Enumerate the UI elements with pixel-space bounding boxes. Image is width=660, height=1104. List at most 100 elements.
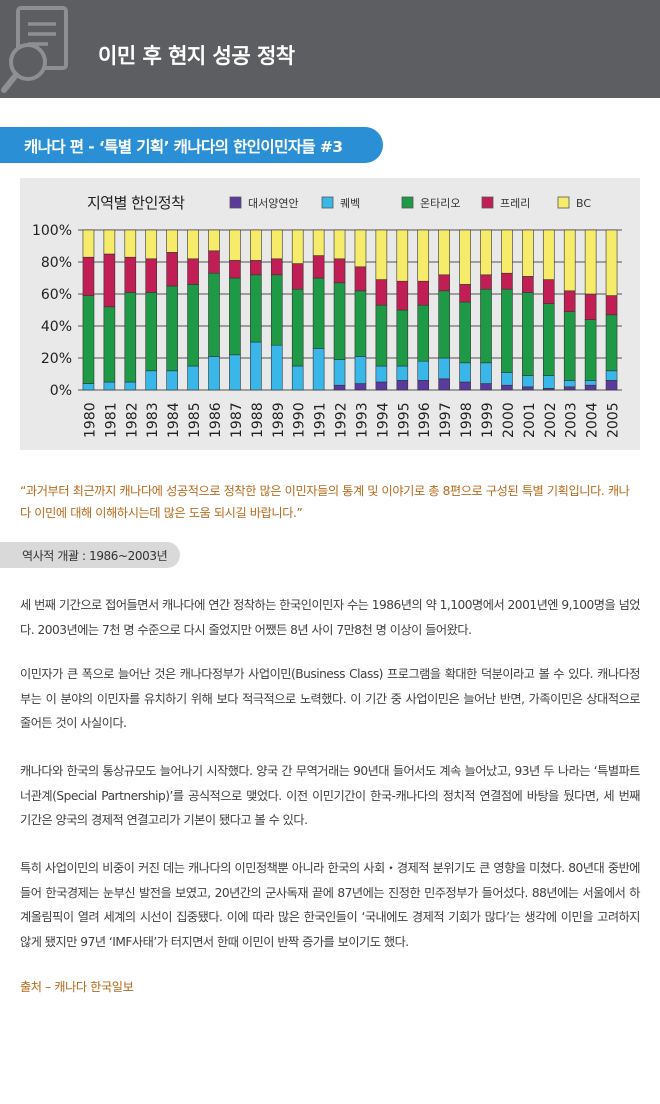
bar-segment [522, 386, 534, 391]
bar-segment [480, 362, 492, 384]
legend-swatch [321, 196, 334, 209]
stacked-bar-chart: 지역별 한인정착 대서양연안 퀘벡 온타리오 프레리 BC 0% 20% 40% 60% 80%… [32, 194, 622, 438]
bar-segment [82, 295, 95, 384]
x-tick-label: 1980 [82, 402, 98, 438]
bar-segment [501, 229, 513, 274]
bar-segment [522, 276, 534, 293]
x-tick-label: 1994 [375, 402, 391, 438]
y-axis: 0% 20% 40% 60% 80% 100% [32, 223, 72, 399]
bar-segment [312, 277, 325, 349]
bar-segment [187, 229, 199, 260]
bar-segment [584, 380, 597, 386]
bar-segment [480, 383, 492, 391]
x-tick-label: 1988 [250, 402, 266, 438]
bar-segment [375, 381, 388, 391]
bar-segment [333, 229, 346, 260]
bar-segment [270, 274, 283, 346]
x-axis: 1980 1981 1982 1983 1984 1985 1986 1987 1988 1989… [82, 402, 621, 438]
bar-segment [522, 375, 534, 388]
bar-segment [480, 288, 492, 364]
bar-segment [605, 380, 618, 391]
y-tick-label: 60% [41, 287, 72, 303]
banner-title: 캐나다 편 - ‘특별 기획’ 캐나다의 한인이민자들 #3 [24, 138, 343, 156]
y-tick-label: 80% [41, 255, 72, 271]
bar-segment [438, 229, 450, 276]
bar-segment [82, 256, 95, 296]
bar-segment [187, 365, 199, 391]
bar-segment [584, 384, 597, 391]
bar-segment [312, 229, 325, 256]
legend-label: 프레리 [500, 197, 530, 210]
bar-segment [354, 229, 367, 268]
bar-segment [333, 258, 346, 284]
x-tick-label: 1986 [208, 402, 224, 438]
legend-label: 퀘벡 [340, 197, 360, 210]
bar-segment [229, 260, 241, 279]
bar-segment [145, 370, 158, 391]
bar-segment [229, 229, 241, 261]
legend-swatch [401, 196, 414, 209]
bar-segment [354, 356, 367, 384]
bar-segment [82, 229, 95, 258]
bar-segment [501, 372, 513, 386]
bar-segment [605, 314, 618, 372]
x-tick-label: 1993 [354, 402, 370, 438]
y-tick-label: 0% [50, 383, 72, 399]
bar-segment [250, 229, 262, 261]
bar-segment [312, 255, 325, 279]
x-tick-label: 2003 [564, 402, 580, 438]
x-tick-label: 1982 [124, 402, 140, 438]
bar-segment [480, 274, 492, 290]
bar-segment [396, 309, 409, 367]
body-paragraph-2: 이민자가 큰 폭으로 늘어난 것은 캐나다정부가 사업이민(Business C… [20, 667, 641, 730]
x-tick-label: 1995 [396, 402, 412, 438]
bar-segment [396, 280, 409, 311]
bar-segment [124, 292, 137, 383]
bar-segment [563, 229, 576, 292]
x-tick-label: 1999 [480, 402, 496, 438]
body-paragraph-4: 특히 사업이민의 비중이 커진 데는 캐나다의 이민정책뿐 아니라 한국의 사회… [20, 861, 641, 949]
bar-segment [501, 384, 513, 391]
bar-segment [375, 365, 388, 383]
x-tick-label: 2001 [522, 402, 538, 438]
bar-segment [312, 348, 325, 391]
x-tick-label: 1992 [334, 402, 350, 438]
bar-segment [166, 285, 178, 372]
bar-segment [459, 301, 471, 364]
bar-segment [563, 290, 576, 312]
bar-segment [563, 380, 576, 388]
bar-segment [250, 274, 262, 343]
bar-segment [501, 288, 513, 373]
bar-segment [459, 381, 471, 391]
bar-segment [417, 280, 430, 306]
bar-segment [354, 266, 367, 292]
bar-segment [396, 365, 409, 381]
bar-segment [291, 229, 304, 264]
bar-segment [396, 380, 409, 391]
bar-segment [354, 383, 367, 391]
bar-segment [166, 252, 178, 287]
bar-segment [103, 306, 116, 383]
bar-segment [584, 319, 597, 381]
x-tick-label: 2000 [501, 402, 517, 438]
bar-segment [542, 279, 555, 304]
bar-segment [250, 341, 262, 391]
x-tick-label: 1997 [438, 402, 454, 438]
page-header: 이민 후 현지 성공 정착 [0, 0, 660, 98]
bar-segment [208, 272, 220, 357]
legend-label: 온타리오 [420, 197, 460, 210]
bar-segment [563, 386, 576, 391]
bar-segment [459, 362, 471, 383]
bar-segment [333, 359, 346, 386]
x-tick-label: 1989 [271, 402, 287, 438]
bar-segment [124, 256, 137, 293]
x-tick-label: 2005 [606, 402, 622, 438]
bar-segment [333, 384, 346, 391]
x-tick-label: 1983 [145, 402, 161, 438]
bar-segment [229, 354, 241, 391]
bar-segment [542, 303, 555, 376]
bar-segment [542, 229, 555, 280]
x-tick-label: 1984 [166, 402, 182, 438]
bar-segment [438, 290, 450, 359]
bar-segment [103, 229, 116, 255]
